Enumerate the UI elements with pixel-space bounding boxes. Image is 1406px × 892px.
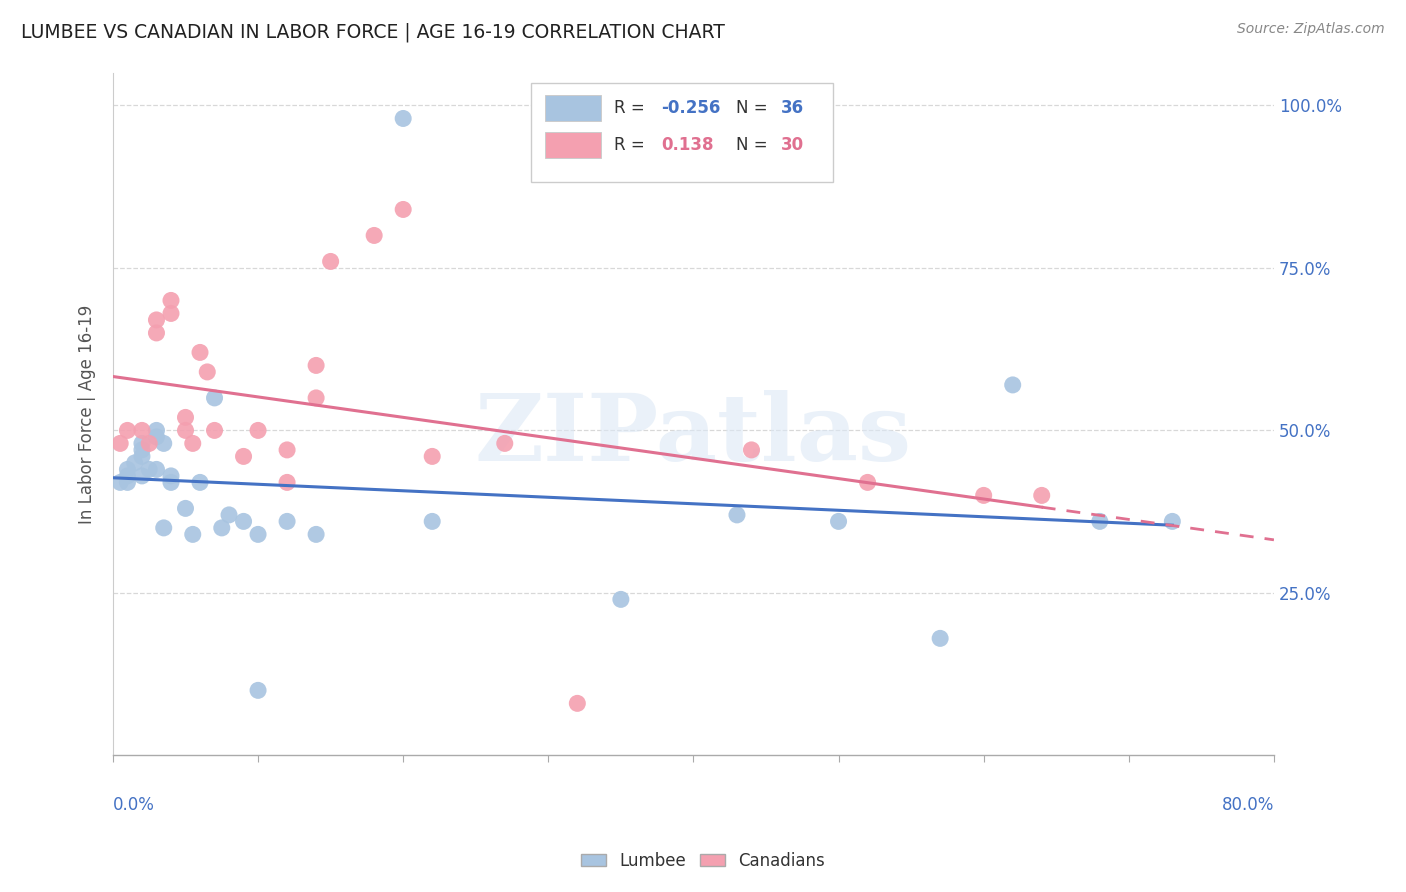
Point — [124, 456, 146, 470]
FancyBboxPatch shape — [546, 132, 600, 158]
Point — [494, 436, 516, 450]
Point — [145, 430, 167, 444]
Point — [1161, 515, 1184, 529]
Text: ZIPatlas: ZIPatlas — [475, 390, 912, 480]
Point — [276, 475, 298, 490]
Point — [232, 450, 254, 464]
Text: 0.0%: 0.0% — [112, 797, 155, 814]
Text: Source: ZipAtlas.com: Source: ZipAtlas.com — [1237, 22, 1385, 37]
Point — [145, 462, 167, 476]
Point — [211, 521, 233, 535]
Point — [929, 632, 952, 646]
Point — [117, 424, 139, 438]
Point — [319, 254, 342, 268]
Point — [138, 462, 160, 476]
Point — [131, 469, 153, 483]
Point — [108, 436, 131, 450]
Point — [117, 469, 139, 483]
Point — [856, 475, 879, 490]
Point — [247, 424, 270, 438]
Point — [305, 391, 328, 405]
Point — [420, 450, 443, 464]
Point — [610, 592, 633, 607]
Point — [152, 436, 174, 450]
Point — [232, 515, 254, 529]
Point — [117, 462, 139, 476]
Point — [174, 410, 197, 425]
Text: 0.138: 0.138 — [661, 136, 713, 153]
Point — [276, 515, 298, 529]
Text: N =: N = — [737, 99, 773, 117]
FancyBboxPatch shape — [531, 83, 832, 182]
Text: LUMBEE VS CANADIAN IN LABOR FORCE | AGE 16-19 CORRELATION CHART: LUMBEE VS CANADIAN IN LABOR FORCE | AGE … — [21, 22, 725, 42]
Point — [188, 475, 211, 490]
Legend: Lumbee, Canadians: Lumbee, Canadians — [575, 846, 831, 877]
Point — [363, 228, 385, 243]
Point — [117, 475, 139, 490]
Point — [181, 527, 204, 541]
Point — [204, 424, 226, 438]
Point — [160, 306, 183, 320]
Point — [160, 293, 183, 308]
Point — [160, 469, 183, 483]
Point — [152, 521, 174, 535]
Point — [305, 359, 328, 373]
Point — [420, 515, 443, 529]
Point — [1001, 378, 1024, 392]
Point — [195, 365, 218, 379]
Text: R =: R = — [614, 99, 651, 117]
Point — [247, 527, 270, 541]
Point — [725, 508, 748, 522]
Point — [1031, 488, 1053, 502]
Point — [276, 442, 298, 457]
Point — [1088, 515, 1111, 529]
Point — [827, 515, 849, 529]
Point — [131, 424, 153, 438]
Point — [174, 501, 197, 516]
Point — [160, 475, 183, 490]
Point — [567, 697, 589, 711]
Point — [188, 345, 211, 359]
Text: 80.0%: 80.0% — [1222, 797, 1274, 814]
Point — [973, 488, 995, 502]
Point — [138, 436, 160, 450]
Point — [174, 424, 197, 438]
Point — [145, 326, 167, 340]
Text: 30: 30 — [780, 136, 804, 153]
Point — [305, 527, 328, 541]
Point — [145, 424, 167, 438]
Point — [204, 391, 226, 405]
Text: R =: R = — [614, 136, 651, 153]
Text: -0.256: -0.256 — [661, 99, 720, 117]
Point — [740, 442, 762, 457]
Point — [145, 313, 167, 327]
Text: 36: 36 — [780, 99, 804, 117]
Point — [131, 442, 153, 457]
Point — [131, 450, 153, 464]
Text: N =: N = — [737, 136, 773, 153]
Point — [392, 112, 415, 126]
Point — [131, 436, 153, 450]
FancyBboxPatch shape — [546, 95, 600, 120]
Point — [218, 508, 240, 522]
Y-axis label: In Labor Force | Age 16-19: In Labor Force | Age 16-19 — [79, 304, 96, 524]
Point — [247, 683, 270, 698]
Point — [108, 475, 131, 490]
Point — [181, 436, 204, 450]
Point — [392, 202, 415, 217]
